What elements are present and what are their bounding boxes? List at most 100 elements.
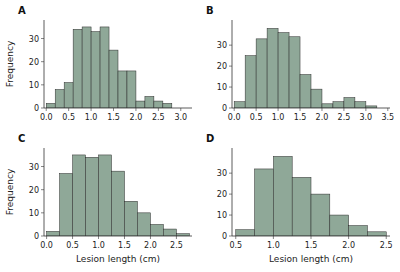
y-tick bbox=[229, 173, 232, 174]
panel: 0.00.51.01.52.02.53.03.50102030B bbox=[206, 5, 394, 122]
bar bbox=[367, 232, 386, 236]
bar bbox=[145, 96, 154, 108]
x-tick bbox=[365, 108, 366, 111]
bar bbox=[311, 194, 330, 236]
bar bbox=[73, 155, 86, 236]
x-tick-label: 2.5 bbox=[380, 241, 393, 250]
bar bbox=[91, 32, 100, 108]
x-tick bbox=[256, 108, 257, 111]
bar bbox=[127, 71, 136, 108]
y-tick-label: 0 bbox=[222, 232, 227, 241]
x-tick-label: 2.5 bbox=[152, 113, 165, 122]
x-tick-label: 1.5 bbox=[294, 113, 307, 122]
bar bbox=[109, 50, 118, 108]
bar bbox=[55, 89, 64, 108]
bar bbox=[245, 56, 256, 108]
x-axis-label: Lesion length (cm) bbox=[269, 254, 353, 264]
x-tick bbox=[91, 108, 92, 111]
y-tick bbox=[41, 166, 44, 167]
x-tick bbox=[180, 108, 181, 111]
x-tick-label: 1.0 bbox=[85, 113, 98, 122]
y-tick bbox=[41, 236, 44, 237]
y-tick-label: 20 bbox=[217, 190, 227, 199]
x-tick-label: 3.0 bbox=[359, 113, 372, 122]
x-tick bbox=[135, 108, 136, 111]
y-tick-label: 30 bbox=[29, 35, 39, 44]
y-tick bbox=[229, 108, 232, 109]
y-tick-label: 30 bbox=[217, 169, 227, 178]
x-tick-label: 1.5 bbox=[107, 113, 120, 122]
panel: 0.00.51.01.52.02.50102030CFrequencyLesio… bbox=[5, 133, 193, 264]
x-tick-label: 1.5 bbox=[305, 241, 318, 250]
x-tick bbox=[98, 236, 99, 239]
y-tick bbox=[229, 236, 232, 237]
x-tick bbox=[72, 236, 73, 239]
panel-label: A bbox=[18, 5, 26, 16]
y-axis bbox=[44, 20, 45, 108]
y-tick-label: 10 bbox=[217, 83, 227, 92]
bars bbox=[46, 27, 172, 108]
y-tick bbox=[229, 215, 232, 216]
y-tick bbox=[229, 87, 232, 88]
bar bbox=[267, 28, 278, 108]
bars bbox=[236, 156, 386, 236]
bar bbox=[349, 226, 368, 236]
bar bbox=[100, 27, 109, 108]
x-axis-label: Lesion length (cm) bbox=[76, 254, 160, 264]
bar bbox=[355, 102, 366, 108]
x-tick-label: 2.0 bbox=[144, 241, 157, 250]
x-tick-label: 1.5 bbox=[118, 241, 131, 250]
bar bbox=[99, 155, 112, 236]
bar bbox=[344, 98, 355, 108]
x-tick bbox=[348, 236, 349, 239]
x-tick bbox=[321, 108, 322, 111]
x-tick bbox=[387, 108, 388, 111]
x-tick-label: 3.5 bbox=[381, 113, 394, 122]
x-tick bbox=[113, 108, 114, 111]
x-tick-label: 2.0 bbox=[342, 241, 355, 250]
x-tick-label: 0.0 bbox=[40, 113, 53, 122]
x-tick bbox=[46, 108, 47, 111]
bar bbox=[300, 74, 311, 108]
y-tick-label: 20 bbox=[29, 186, 39, 195]
y-tick bbox=[41, 108, 44, 109]
y-tick-label: 0 bbox=[222, 104, 227, 113]
y-tick bbox=[41, 61, 44, 62]
bar bbox=[112, 171, 125, 236]
y-tick-label: 30 bbox=[217, 41, 227, 50]
bar bbox=[82, 27, 91, 108]
x-tick-label: 1.0 bbox=[272, 113, 285, 122]
y-tick-label: 10 bbox=[29, 209, 39, 218]
panel-label: B bbox=[206, 5, 214, 16]
x-tick bbox=[150, 236, 151, 239]
bars bbox=[47, 155, 190, 236]
bar bbox=[234, 102, 245, 108]
x-tick bbox=[273, 236, 274, 239]
bar bbox=[273, 156, 292, 236]
x-tick bbox=[158, 108, 159, 111]
bar bbox=[150, 224, 163, 236]
x-tick bbox=[176, 236, 177, 239]
bar bbox=[256, 39, 267, 108]
bar bbox=[47, 231, 60, 236]
x-tick-label: 0.0 bbox=[40, 241, 53, 250]
bar bbox=[64, 83, 73, 108]
bar bbox=[278, 33, 289, 108]
bar bbox=[236, 230, 255, 236]
x-tick-label: 2.5 bbox=[170, 241, 183, 250]
x-tick-label: 2.5 bbox=[338, 113, 351, 122]
x-tick bbox=[343, 108, 344, 111]
bar bbox=[311, 89, 322, 108]
bar bbox=[163, 103, 172, 108]
x-tick-label: 2.0 bbox=[130, 113, 143, 122]
bar bbox=[289, 37, 300, 108]
panel: 0.00.51.01.52.02.53.00102030AFrequency bbox=[5, 5, 193, 122]
x-axis bbox=[232, 108, 390, 109]
x-tick bbox=[235, 236, 236, 239]
x-tick bbox=[300, 108, 301, 111]
y-tick bbox=[41, 84, 44, 85]
x-tick-label: 0.5 bbox=[229, 241, 242, 250]
bars bbox=[234, 28, 377, 108]
bar bbox=[333, 102, 344, 108]
x-axis bbox=[44, 108, 192, 109]
